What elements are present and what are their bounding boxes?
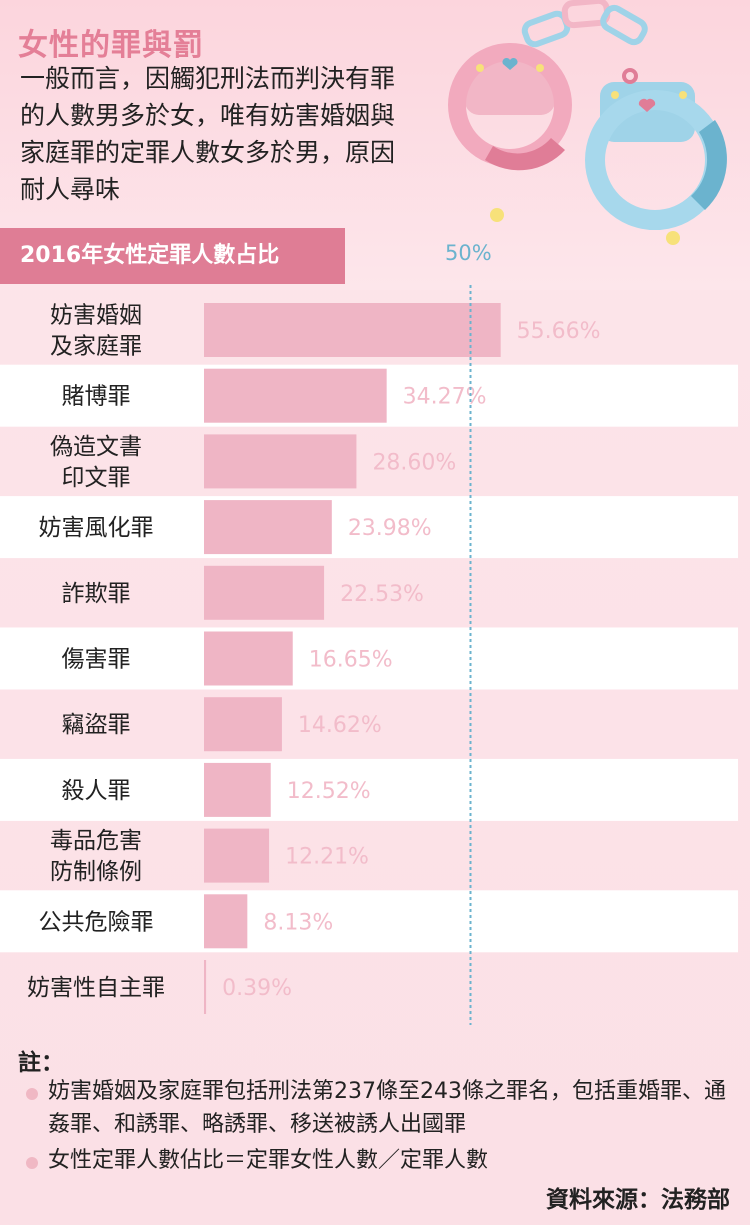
row-band: [0, 890, 738, 953]
category-label: 妨害婚姻: [50, 303, 142, 329]
data-label: 12.21%: [285, 845, 369, 870]
data-label: 55.66%: [517, 319, 601, 344]
chart-title: 2016年女性定罪人數占比: [0, 228, 345, 284]
note-item-1: 妨害婚姻及家庭罪包括刑法第237條至243條之罪名，包括重婚罪、通姦罪、和誘罪、…: [48, 1079, 726, 1137]
category-label: 及家庭罪: [50, 334, 142, 360]
bar: [204, 303, 501, 357]
notes-section: 註： 妨害婚姻及家庭罪包括刑法第237條至243條之罪名，包括重婚罪、通姦罪、和…: [0, 1025, 750, 1225]
bar: [204, 500, 332, 555]
data-label: 12.52%: [287, 779, 371, 804]
data-label: 8.13%: [263, 910, 333, 935]
intro-text: 一般而言，因觸犯刑法而判決有罪的人數男多於女，唯有妨害婚姻與家庭罪的定罪人數女多…: [20, 64, 396, 204]
data-label: 28.60%: [372, 450, 456, 475]
data-label: 22.53%: [340, 582, 424, 607]
category-label: 詐欺罪: [62, 581, 131, 607]
data-label: 23.98%: [348, 516, 432, 541]
note-item-2: 女性定罪人數佔比＝定罪女性人數／定罪人數: [48, 1148, 489, 1173]
data-label: 16.65%: [309, 648, 393, 673]
bullet-icon: [26, 1157, 38, 1169]
data-label: 14.62%: [298, 713, 382, 738]
row-band: [0, 758, 738, 821]
category-label: 毒品危害: [50, 828, 142, 854]
notes-heading: 註：: [18, 1050, 64, 1076]
handcuffs-illustration: [448, 0, 727, 245]
row-band: [0, 627, 738, 690]
source-credit: 資料來源：法務部: [546, 1187, 730, 1213]
page-title: 女性的罪與罰: [18, 28, 204, 63]
category-label: 公共危險罪: [39, 909, 154, 935]
bar: [204, 697, 282, 752]
reference-line-label: 50%: [445, 241, 492, 265]
category-label: 妨害性自主罪: [27, 975, 165, 1001]
category-label: 防制條例: [50, 859, 142, 885]
bar: [204, 960, 207, 1014]
data-label: 34.27%: [403, 385, 487, 410]
bar: [204, 565, 325, 620]
bullet-icon: [26, 1088, 38, 1100]
category-label: 傷害罪: [62, 647, 131, 673]
bar: [204, 631, 293, 686]
category-label: 偽造文書: [50, 434, 142, 460]
bar: [204, 762, 271, 817]
category-label: 竊盜罪: [62, 712, 131, 738]
bar: [204, 894, 248, 949]
bar: [204, 368, 387, 423]
category-label: 殺人罪: [62, 778, 131, 804]
category-label: 賭博罪: [62, 384, 131, 410]
category-label: 妨害風化罪: [39, 515, 154, 541]
row-band: [0, 496, 738, 559]
category-label: 印文罪: [62, 465, 131, 491]
bar: [204, 828, 270, 883]
data-label: 0.39%: [222, 976, 292, 1001]
bar: [204, 434, 357, 489]
